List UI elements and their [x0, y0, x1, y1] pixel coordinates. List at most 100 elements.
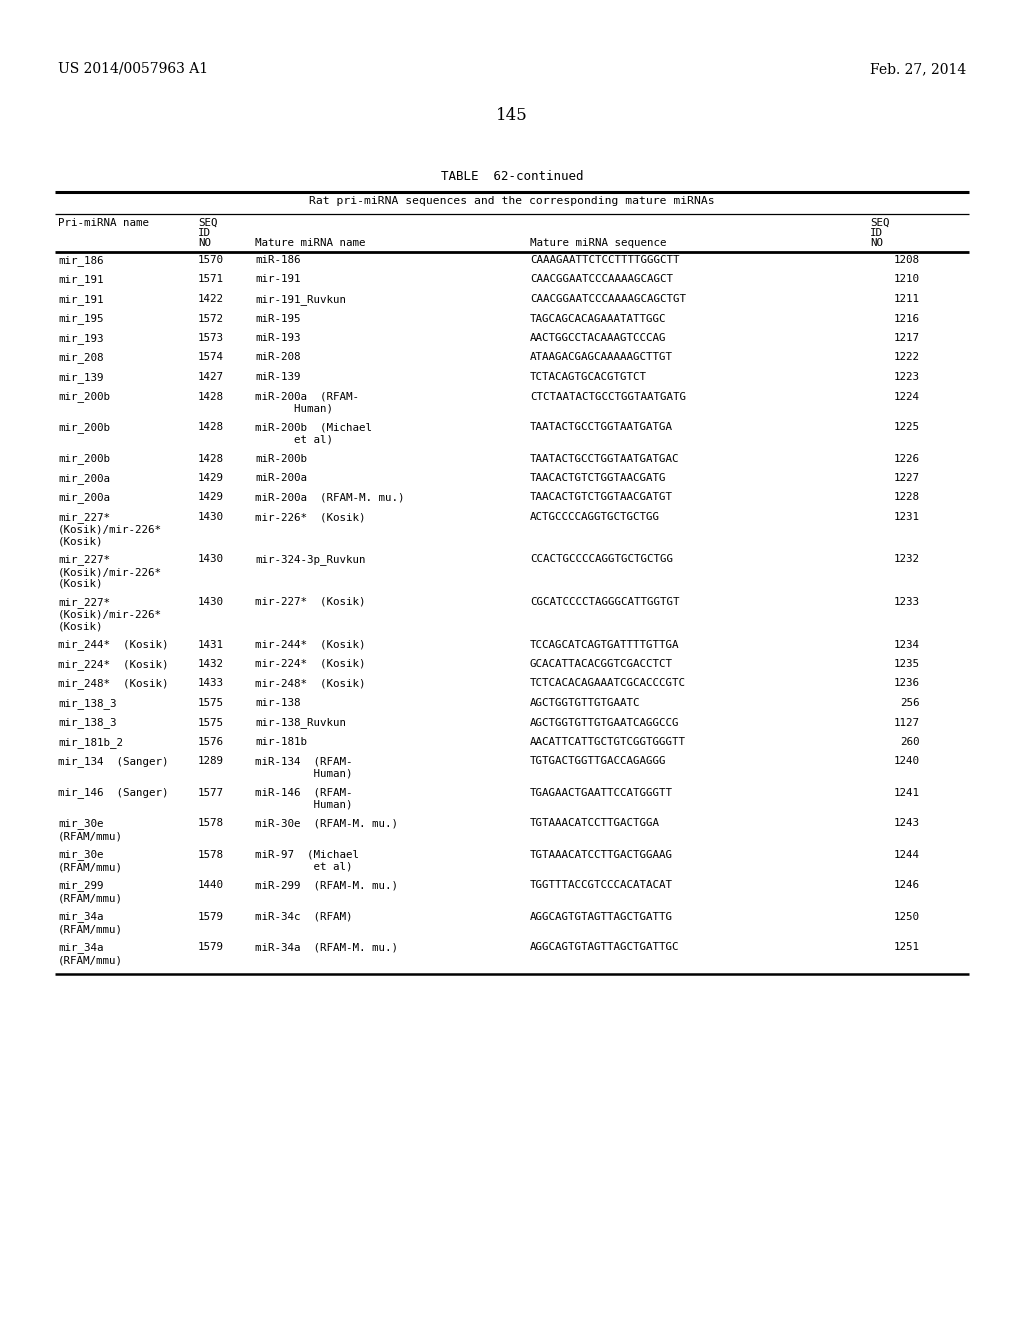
Text: TCCAGCATCAGTGATTTTGTTGA: TCCAGCATCAGTGATTTTGTTGA [530, 639, 680, 649]
Text: 1570: 1570 [198, 255, 224, 265]
Text: 1573: 1573 [198, 333, 224, 343]
Text: 1429: 1429 [198, 473, 224, 483]
Text: miR-193: miR-193 [255, 333, 300, 343]
Text: TGTAAACATCCTTGACTGGA: TGTAAACATCCTTGACTGGA [530, 818, 660, 829]
Text: mir_193: mir_193 [58, 333, 103, 345]
Text: CAAAGAATTCTCCTTTTGGGCTT: CAAAGAATTCTCCTTTTGGGCTT [530, 255, 680, 265]
Text: 1433: 1433 [198, 678, 224, 689]
Text: NO: NO [870, 238, 883, 248]
Text: Feb. 27, 2014: Feb. 27, 2014 [869, 62, 966, 77]
Text: 1579: 1579 [198, 912, 224, 921]
Text: mir-324-3p_Ruvkun: mir-324-3p_Ruvkun [255, 554, 366, 565]
Text: CAACGGAATCCCAAAAGCAGCTGT: CAACGGAATCCCAAAAGCAGCTGT [530, 294, 686, 304]
Text: 1241: 1241 [894, 788, 920, 797]
Text: NO: NO [198, 238, 211, 248]
Text: mir_299
(RFAM/mmu): mir_299 (RFAM/mmu) [58, 880, 123, 903]
Text: Mature miRNA sequence: Mature miRNA sequence [530, 238, 667, 248]
Text: 1430: 1430 [198, 597, 224, 607]
Text: 1578: 1578 [198, 850, 224, 859]
Text: 1225: 1225 [894, 422, 920, 433]
Text: mir-227*  (Kosik): mir-227* (Kosik) [255, 597, 366, 607]
Text: mir_139: mir_139 [58, 372, 103, 383]
Text: miR-200a  (RFAM-M. mu.): miR-200a (RFAM-M. mu.) [255, 492, 404, 503]
Text: mir_224*  (Kosik): mir_224* (Kosik) [58, 659, 169, 671]
Text: TGAGAACTGAATTCCATGGGTT: TGAGAACTGAATTCCATGGGTT [530, 788, 673, 797]
Text: 1428: 1428 [198, 392, 224, 401]
Text: miR-97  (Michael
         et al): miR-97 (Michael et al) [255, 850, 359, 871]
Text: ID: ID [198, 228, 211, 238]
Text: 1251: 1251 [894, 942, 920, 953]
Text: mir-138: mir-138 [255, 698, 300, 708]
Text: miR-134  (RFAM-
         Human): miR-134 (RFAM- Human) [255, 756, 352, 777]
Text: 1244: 1244 [894, 850, 920, 859]
Text: 1250: 1250 [894, 912, 920, 921]
Text: miR-200a  (RFAM-
      Human): miR-200a (RFAM- Human) [255, 392, 359, 413]
Text: 1227: 1227 [894, 473, 920, 483]
Text: SEQ: SEQ [198, 218, 217, 228]
Text: 1246: 1246 [894, 880, 920, 891]
Text: TCTCACACAGAAATCGCACCCGTC: TCTCACACAGAAATCGCACCCGTC [530, 678, 686, 689]
Text: mir-138_Ruvkun: mir-138_Ruvkun [255, 718, 346, 729]
Text: mir-244*  (Kosik): mir-244* (Kosik) [255, 639, 366, 649]
Text: mir_134  (Sanger): mir_134 (Sanger) [58, 756, 169, 767]
Text: 1234: 1234 [894, 639, 920, 649]
Text: miR-195: miR-195 [255, 314, 300, 323]
Text: 1240: 1240 [894, 756, 920, 767]
Text: mir_200b: mir_200b [58, 454, 110, 465]
Text: 1431: 1431 [198, 639, 224, 649]
Text: mir_227*
(Kosik)/mir-226*
(Kosik): mir_227* (Kosik)/mir-226* (Kosik) [58, 554, 162, 589]
Text: TAACACTGTCTGGTAACGATGT: TAACACTGTCTGGTAACGATGT [530, 492, 673, 503]
Text: AGCTGGTGTTGTGAATC: AGCTGGTGTTGTGAATC [530, 698, 640, 708]
Text: 1222: 1222 [894, 352, 920, 363]
Text: mir_146  (Sanger): mir_146 (Sanger) [58, 788, 169, 799]
Text: TAATACTGCCTGGTAATGATGA: TAATACTGCCTGGTAATGATGA [530, 422, 673, 433]
Text: TCTACAGTGCACGTGTCT: TCTACAGTGCACGTGTCT [530, 372, 647, 381]
Text: miR-200b: miR-200b [255, 454, 307, 463]
Text: miR-200b  (Michael
      et al): miR-200b (Michael et al) [255, 422, 372, 444]
Text: ATAAGACGAGCAAAAAGCTTGT: ATAAGACGAGCAAAAAGCTTGT [530, 352, 673, 363]
Text: 1127: 1127 [894, 718, 920, 727]
Text: TABLE  62-continued: TABLE 62-continued [440, 170, 584, 183]
Text: TAACACTGTCTGGTAACGATG: TAACACTGTCTGGTAACGATG [530, 473, 667, 483]
Text: 1233: 1233 [894, 597, 920, 607]
Text: mir_191: mir_191 [58, 275, 103, 285]
Text: mir_244*  (Kosik): mir_244* (Kosik) [58, 639, 169, 651]
Text: TGGTTTACCGTCCCACATACAT: TGGTTTACCGTCCCACATACAT [530, 880, 673, 891]
Text: 1210: 1210 [894, 275, 920, 285]
Text: CTCTAATACTGCCTGGTAATGATG: CTCTAATACTGCCTGGTAATGATG [530, 392, 686, 401]
Text: 1289: 1289 [198, 756, 224, 767]
Text: TAGCAGCACAGAAATATTGGC: TAGCAGCACAGAAATATTGGC [530, 314, 667, 323]
Text: 1428: 1428 [198, 454, 224, 463]
Text: mir_227*
(Kosik)/mir-226*
(Kosik): mir_227* (Kosik)/mir-226* (Kosik) [58, 597, 162, 631]
Text: 1224: 1224 [894, 392, 920, 401]
Text: mir-248*  (Kosik): mir-248* (Kosik) [255, 678, 366, 689]
Text: 1579: 1579 [198, 942, 224, 953]
Text: mir_208: mir_208 [58, 352, 103, 363]
Text: mir-226*  (Kosik): mir-226* (Kosik) [255, 512, 366, 521]
Text: 1208: 1208 [894, 255, 920, 265]
Text: mir_200b: mir_200b [58, 422, 110, 433]
Text: mir_191: mir_191 [58, 294, 103, 305]
Text: mir-191_Ruvkun: mir-191_Ruvkun [255, 294, 346, 305]
Text: miR-208: miR-208 [255, 352, 300, 363]
Text: Pri-miRNA name: Pri-miRNA name [58, 218, 150, 228]
Text: GCACATTACACGGTCGACCTCT: GCACATTACACGGTCGACCTCT [530, 659, 673, 669]
Text: miR-34c  (RFAM): miR-34c (RFAM) [255, 912, 352, 921]
Text: mir-191: mir-191 [255, 275, 300, 285]
Text: Mature miRNA name: Mature miRNA name [255, 238, 366, 248]
Text: 1235: 1235 [894, 659, 920, 669]
Text: mir_138_3: mir_138_3 [58, 718, 117, 729]
Text: mir_200b: mir_200b [58, 392, 110, 403]
Text: miR-34a  (RFAM-M. mu.): miR-34a (RFAM-M. mu.) [255, 942, 398, 953]
Text: 1429: 1429 [198, 492, 224, 503]
Text: mir_34a
(RFAM/mmu): mir_34a (RFAM/mmu) [58, 912, 123, 935]
Text: 1228: 1228 [894, 492, 920, 503]
Text: 1226: 1226 [894, 454, 920, 463]
Text: miR-30e  (RFAM-M. mu.): miR-30e (RFAM-M. mu.) [255, 818, 398, 829]
Text: 1572: 1572 [198, 314, 224, 323]
Text: miR-146  (RFAM-
         Human): miR-146 (RFAM- Human) [255, 788, 352, 809]
Text: 1243: 1243 [894, 818, 920, 829]
Text: 1575: 1575 [198, 698, 224, 708]
Text: 1223: 1223 [894, 372, 920, 381]
Text: CGCATCCCCTAGGGCATTGGTGT: CGCATCCCCTAGGGCATTGGTGT [530, 597, 680, 607]
